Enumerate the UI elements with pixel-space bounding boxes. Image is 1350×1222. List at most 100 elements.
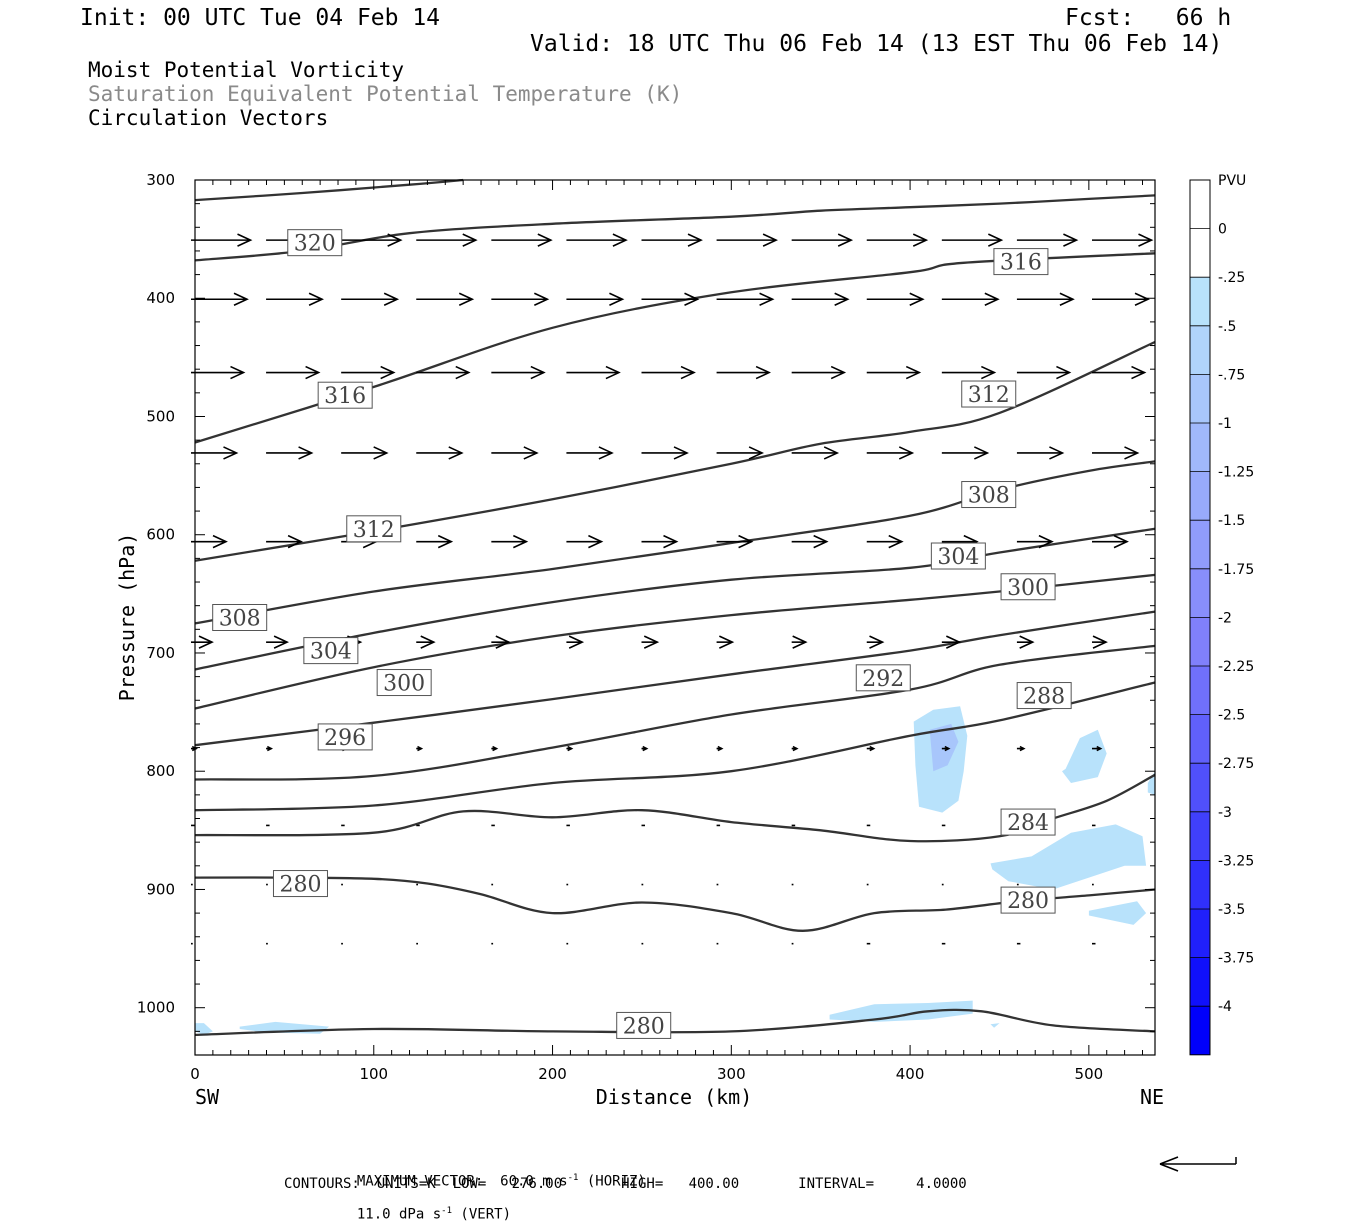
contour-line-288 xyxy=(194,681,1156,812)
x-tick-label: 0 xyxy=(190,1065,200,1083)
vector-arrow-head xyxy=(420,635,436,649)
vector-arrow-head xyxy=(380,365,396,380)
vector-arrow-head xyxy=(598,446,614,460)
contour-label-box xyxy=(993,248,1049,276)
y-tick-label: 400 xyxy=(146,289,175,307)
vector-arrow-head xyxy=(792,745,799,752)
contour-label: 308 xyxy=(968,484,1010,509)
mpv-shade-1 xyxy=(929,723,959,772)
plot-border xyxy=(194,179,1156,1056)
contour-label: 292 xyxy=(862,667,904,692)
colorbar-label: -.25 xyxy=(1218,270,1245,286)
colorbar-label: -.75 xyxy=(1218,367,1245,383)
vector-arrow-head xyxy=(1059,292,1075,306)
y-axis-ticks: 300 400 500 600 700 800 900 1000 xyxy=(137,171,175,1017)
contour-labels: 320 316 316 312 308 312 304 300 308 304 300 292 288 2… xyxy=(212,229,1072,1039)
left-end-label: SW xyxy=(195,1085,220,1109)
contour-label: 284 xyxy=(1007,811,1049,836)
contour-label-box xyxy=(616,1011,672,1039)
contour-label: 280 xyxy=(623,1014,665,1039)
contour-line-280 xyxy=(194,1008,1156,1037)
vector-arrow-head xyxy=(719,635,735,649)
vector-arrow-head xyxy=(837,233,854,247)
vector-arrow-head xyxy=(287,534,303,549)
colorbar-swatch xyxy=(1190,714,1210,764)
colorbar-swatch xyxy=(1190,325,1210,375)
vector-arrow-head xyxy=(237,233,253,247)
contour-line-top xyxy=(194,194,1156,262)
contour-line-312 xyxy=(194,340,1156,562)
contour-label: 308 xyxy=(219,607,261,632)
vector-arrow-head xyxy=(946,635,962,649)
vector-arrow-head xyxy=(609,292,625,306)
colorbar-swatch xyxy=(1190,909,1210,958)
contour-label-box xyxy=(1016,682,1072,710)
vector-arrow-head xyxy=(198,635,214,649)
vector-arrow-head xyxy=(605,365,621,380)
colorbar-label: -2.75 xyxy=(1218,756,1254,772)
contour-line-316 xyxy=(194,252,1156,444)
vector-arrow-head xyxy=(417,745,424,752)
vector-arrow-head xyxy=(1038,534,1054,549)
contour-label-box xyxy=(212,604,268,631)
colorbar-label: -1.5 xyxy=(1218,513,1245,529)
colorbar-swatch xyxy=(1190,1006,1210,1055)
x-tick-label: 400 xyxy=(896,1065,925,1083)
contour-label-box xyxy=(303,637,359,665)
vector-arrow-head xyxy=(1092,635,1108,649)
colorbar-swatch xyxy=(1190,374,1210,423)
colorbar-label: -1.75 xyxy=(1218,562,1254,578)
vector-arrow-head xyxy=(523,446,539,460)
x-tick-label: 300 xyxy=(717,1065,746,1083)
vector-arrow-head xyxy=(568,635,585,649)
vector-arrow-head xyxy=(223,446,239,460)
contour-label-box xyxy=(855,664,911,692)
vector-arrow-head xyxy=(458,292,475,306)
contour-label: 316 xyxy=(1000,251,1042,276)
max-vector-vert: 11.0 dPa s xyxy=(356,1206,442,1222)
contour-label: 288 xyxy=(1023,685,1065,710)
vector-arrow-head xyxy=(792,635,808,649)
vector-arrow-head xyxy=(984,292,1000,306)
y-tick-label: 300 xyxy=(146,171,175,189)
x-tick-label: 200 xyxy=(538,1065,567,1083)
contour-label: 280 xyxy=(1007,889,1049,914)
colorbar-label: -3 xyxy=(1218,805,1232,821)
contour-label-box xyxy=(1000,886,1056,914)
contour-label: 304 xyxy=(937,545,979,570)
vector-arrow-head xyxy=(530,365,546,380)
y-tick-label: 600 xyxy=(146,526,175,544)
vector-arrow-head xyxy=(905,365,922,380)
contour-line-292 xyxy=(194,644,1156,781)
contour-label-box xyxy=(272,870,328,898)
vector-arrow-head xyxy=(738,534,754,549)
vector-arrow-head xyxy=(869,635,885,649)
contour-label: 316 xyxy=(324,384,366,409)
vector-arrow-head xyxy=(305,365,321,380)
vector-arrow-head xyxy=(1138,233,1154,247)
vector-arrow-head xyxy=(981,365,997,380)
vector-arrow-head xyxy=(455,365,471,380)
contour-label: 312 xyxy=(968,383,1010,408)
contour-label-box xyxy=(287,229,343,257)
vector-arrow-head xyxy=(1134,292,1150,306)
vector-arrow-head xyxy=(1019,635,1035,649)
colorbar-swatch xyxy=(1190,180,1210,229)
colorbar-label: -2 xyxy=(1218,610,1232,626)
vector-arrow-head xyxy=(813,534,829,549)
x-axis-label: Distance (km) xyxy=(596,1085,753,1109)
vector-arrow-head xyxy=(988,233,1004,247)
vector-arrow-head xyxy=(462,233,478,247)
vector-arrow-head xyxy=(191,745,198,752)
vector-arrow-head xyxy=(888,534,904,549)
vector-arrow-head xyxy=(612,233,628,247)
vector-arrow-head xyxy=(266,745,274,752)
vector-arrow-head xyxy=(1056,365,1072,380)
vector-arrow-head xyxy=(684,292,700,306)
max-vector-horiz: MAXIMUM VECTOR: 60.0 m s xyxy=(356,1173,568,1190)
colorbar-label: -2.5 xyxy=(1218,708,1245,724)
mpv-shade-9 xyxy=(990,1023,1000,1028)
colorbar-swatch xyxy=(1190,568,1210,618)
vector-arrow-head xyxy=(1131,365,1147,380)
vector-arrow-head xyxy=(974,446,990,460)
